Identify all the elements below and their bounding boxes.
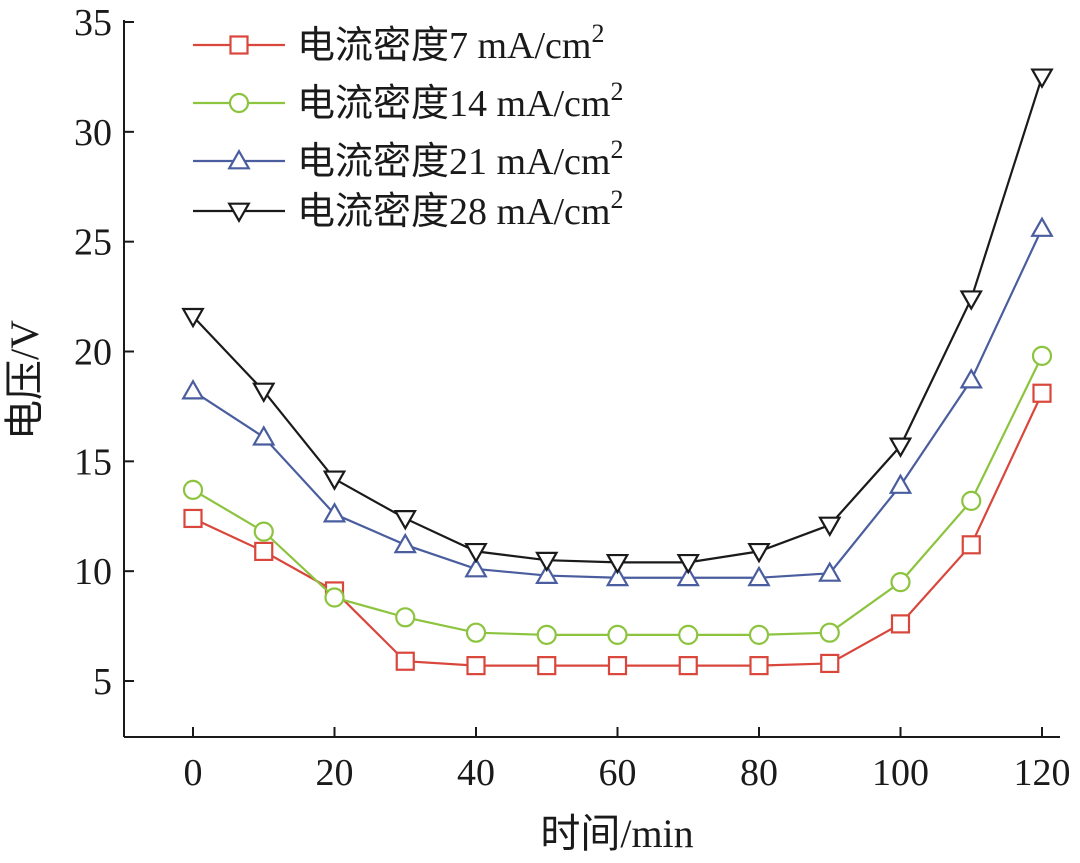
legend-label: 电流密度28 mA/cm2	[297, 185, 623, 233]
data-point	[464, 556, 488, 578]
data-point	[536, 624, 557, 645]
data-point	[747, 542, 771, 564]
x-tick-label: 100	[872, 752, 929, 794]
data-point	[961, 490, 982, 511]
data-point	[535, 563, 559, 584]
data-point	[818, 561, 842, 582]
data-point	[322, 502, 347, 523]
legend-marker	[228, 92, 250, 114]
data-point	[605, 565, 630, 587]
legend-label: 电流密度7 mA/cm2	[297, 19, 604, 67]
data-point	[252, 382, 276, 404]
data-point	[182, 479, 204, 500]
y-ticks: 5 10 15 20 25 30 35	[74, 2, 134, 703]
legend-marker	[229, 35, 249, 55]
data-point	[395, 651, 415, 671]
legend-label-text: 电流密度28 mA/cm	[297, 191, 610, 233]
legend-label-superscript: 2	[610, 135, 623, 164]
x-ticks: 0 20 40 60 80 100 120	[184, 727, 1071, 794]
series-line	[192, 228, 1043, 579]
legend-label-text: 电流密度21 mA/cm	[297, 141, 610, 183]
data-point	[676, 553, 700, 575]
legend-label: 电流密度21 mA/cm2	[297, 135, 623, 183]
x-tick-label: 40	[457, 752, 495, 794]
data-point	[535, 551, 559, 573]
y-tick-label: 10	[74, 551, 112, 593]
y-tick-label: 35	[74, 2, 112, 44]
data-point	[818, 516, 842, 538]
legend-label-superscript: 2	[610, 77, 623, 106]
legend-label-superscript: 2	[610, 185, 623, 214]
data-point	[678, 656, 698, 676]
data-point	[890, 614, 911, 634]
series-4	[181, 68, 1054, 575]
data-point	[607, 624, 628, 645]
x-axis-title: 时间/min	[540, 811, 693, 856]
y-tick-label: 20	[74, 332, 112, 374]
data-point	[607, 656, 628, 676]
data-point	[393, 510, 417, 531]
legend-entry: 电流密度7 mA/cm2	[193, 19, 604, 67]
data-point	[395, 607, 416, 628]
data-point	[252, 425, 276, 446]
x-tick-label: 20	[316, 752, 354, 794]
data-point	[322, 470, 347, 491]
x-tick-label: 60	[599, 752, 637, 794]
series-line	[192, 392, 1043, 667]
data-point	[959, 368, 983, 389]
x-tick-label: 80	[740, 752, 778, 794]
data-point	[959, 290, 983, 311]
data-point	[181, 379, 205, 400]
series-3	[181, 216, 1054, 587]
legend-entry: 电流密度28 mA/cm2	[193, 185, 623, 233]
axes	[123, 20, 1060, 738]
x-tick-label: 120	[1014, 752, 1071, 794]
data-point	[1030, 68, 1054, 89]
data-point	[393, 532, 417, 554]
legend-label-superscript: 2	[591, 19, 604, 48]
y-tick-label: 15	[74, 441, 112, 483]
data-point	[819, 622, 840, 643]
data-point	[749, 656, 769, 676]
x-tick-label: 0	[184, 752, 203, 794]
data-point	[324, 587, 345, 608]
legend-marker	[227, 149, 251, 170]
data-point	[537, 656, 557, 676]
data-point	[181, 307, 205, 329]
data-point	[888, 437, 913, 458]
series-group	[181, 68, 1054, 676]
legend-marker	[227, 202, 251, 223]
data-point	[678, 624, 699, 645]
data-point	[605, 553, 630, 575]
y-axis-title: 电压/V	[2, 320, 47, 440]
data-point	[465, 622, 487, 643]
legend-label-text: 电流密度7 mA/cm	[297, 25, 591, 67]
data-point	[747, 565, 771, 587]
data-point	[254, 541, 274, 561]
data-point	[183, 508, 203, 529]
data-point	[466, 656, 486, 676]
data-point	[748, 624, 770, 645]
data-point	[676, 565, 700, 587]
legend-entry: 电流密度21 mA/cm2	[193, 135, 623, 183]
data-point	[1032, 383, 1052, 403]
legend-entry: 电流密度14 mA/cm2	[193, 77, 623, 125]
data-point	[961, 535, 981, 555]
series-2	[182, 345, 1053, 645]
series-line	[192, 355, 1043, 636]
data-point	[1031, 345, 1053, 366]
legend-label: 电流密度14 mA/cm2	[297, 77, 623, 125]
data-point	[888, 473, 913, 494]
data-point	[1030, 216, 1054, 237]
y-tick-label: 25	[74, 222, 112, 264]
y-tick-label: 30	[74, 112, 112, 154]
data-point	[890, 572, 911, 593]
data-point	[253, 521, 274, 542]
legend-label-text: 电流密度14 mA/cm	[297, 83, 610, 125]
data-point	[820, 653, 840, 674]
data-point	[464, 542, 488, 564]
y-tick-label: 5	[93, 661, 112, 703]
